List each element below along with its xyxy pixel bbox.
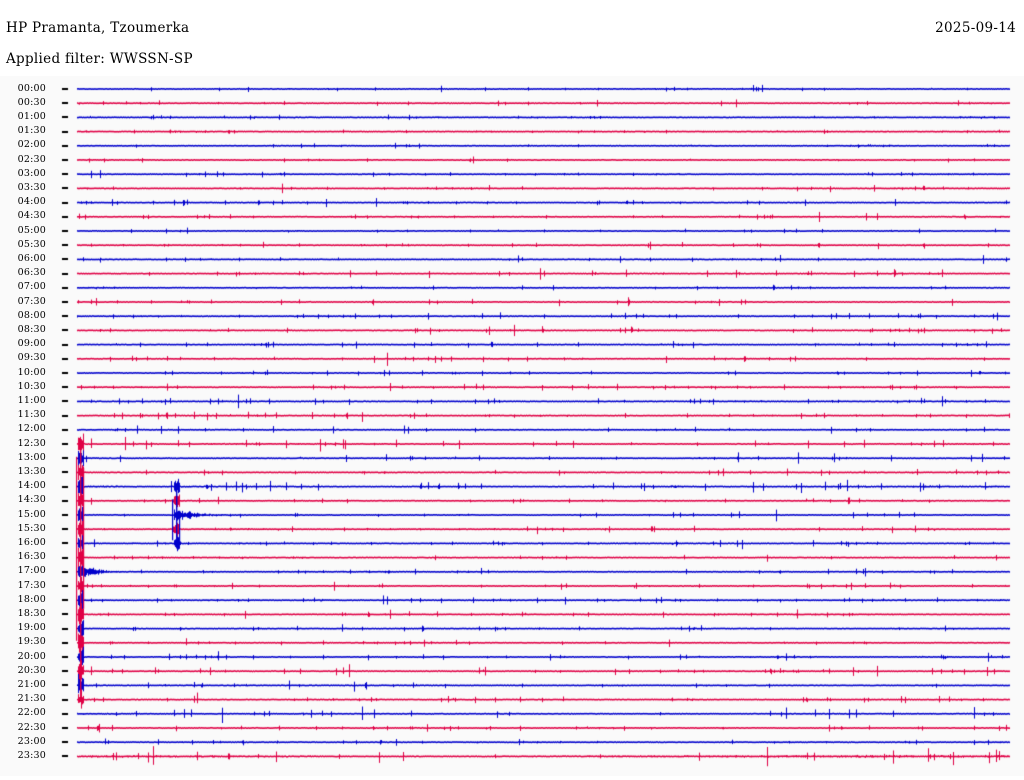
time-axis-label: 08:00	[17, 309, 46, 321]
time-axis-label: 02:00	[17, 139, 46, 151]
time-axis-label: 14:30	[17, 494, 46, 506]
time-axis-label: 11:30	[17, 409, 46, 421]
time-axis-label: 02:30	[17, 153, 46, 165]
time-axis-label: 10:30	[17, 380, 46, 392]
time-axis-label: 00:00	[17, 82, 46, 94]
time-axis-label: 06:30	[17, 267, 46, 279]
time-axis-label: 08:30	[17, 323, 46, 335]
time-axis-label: 04:30	[17, 210, 46, 222]
time-axis-label: 06:00	[17, 252, 46, 264]
time-axis-label: 20:00	[17, 650, 46, 662]
time-axis-label: 05:00	[17, 224, 46, 236]
time-axis-label: 09:30	[17, 352, 46, 364]
time-axis-label: 04:00	[17, 196, 46, 208]
time-axis-label: 03:00	[17, 167, 46, 179]
page-title: HP Pramanta, Tzoumerka	[6, 20, 190, 36]
time-axis-label: 18:00	[17, 593, 46, 605]
time-axis-label: 23:30	[17, 749, 46, 761]
helicorder-plot[interactable]	[0, 76, 1024, 776]
time-axis-label: 13:30	[17, 465, 46, 477]
time-axis-label: 00:30	[17, 96, 46, 108]
time-axis-label: 11:00	[17, 394, 46, 406]
time-axis-label: 01:00	[17, 110, 46, 122]
time-axis-label: 07:30	[17, 295, 46, 307]
time-axis-label: 16:30	[17, 551, 46, 563]
time-axis-label: 23:00	[17, 735, 46, 747]
time-axis-label: 16:00	[17, 536, 46, 548]
time-axis-label: 19:00	[17, 622, 46, 634]
time-axis-label: 09:00	[17, 338, 46, 350]
time-axis-label: 20:30	[17, 664, 46, 676]
time-axis-label: 19:30	[17, 636, 46, 648]
record-date: 2025-09-14	[935, 20, 1016, 36]
time-axis-label: 22:30	[17, 721, 46, 733]
time-axis-label: 13:00	[17, 451, 46, 463]
time-axis-label: 15:00	[17, 508, 46, 520]
time-axis-label: 01:30	[17, 125, 46, 137]
time-axis-label: 17:00	[17, 565, 46, 577]
time-axis-label: 22:00	[17, 707, 46, 719]
time-axis-label: 17:30	[17, 579, 46, 591]
time-axis-label: 10:00	[17, 366, 46, 378]
time-axis-label: 14:00	[17, 480, 46, 492]
time-axis-label: 18:30	[17, 607, 46, 619]
time-axis-label: 21:00	[17, 678, 46, 690]
seismogram-traces[interactable]	[0, 76, 1024, 776]
time-axis-label: 12:00	[17, 423, 46, 435]
time-axis-label: 15:30	[17, 522, 46, 534]
time-axis-label: 12:30	[17, 437, 46, 449]
time-axis-label: 21:30	[17, 693, 46, 705]
time-axis-label: 03:30	[17, 181, 46, 193]
time-axis-label: 07:00	[17, 281, 46, 293]
applied-filter-label: Applied filter: WWSSN-SP	[6, 51, 193, 67]
time-axis-label: 05:30	[17, 238, 46, 250]
time-axis: 00:00 00:30 01:00 01:30 02:00 02:30 03:00 03:30…	[0, 76, 62, 776]
